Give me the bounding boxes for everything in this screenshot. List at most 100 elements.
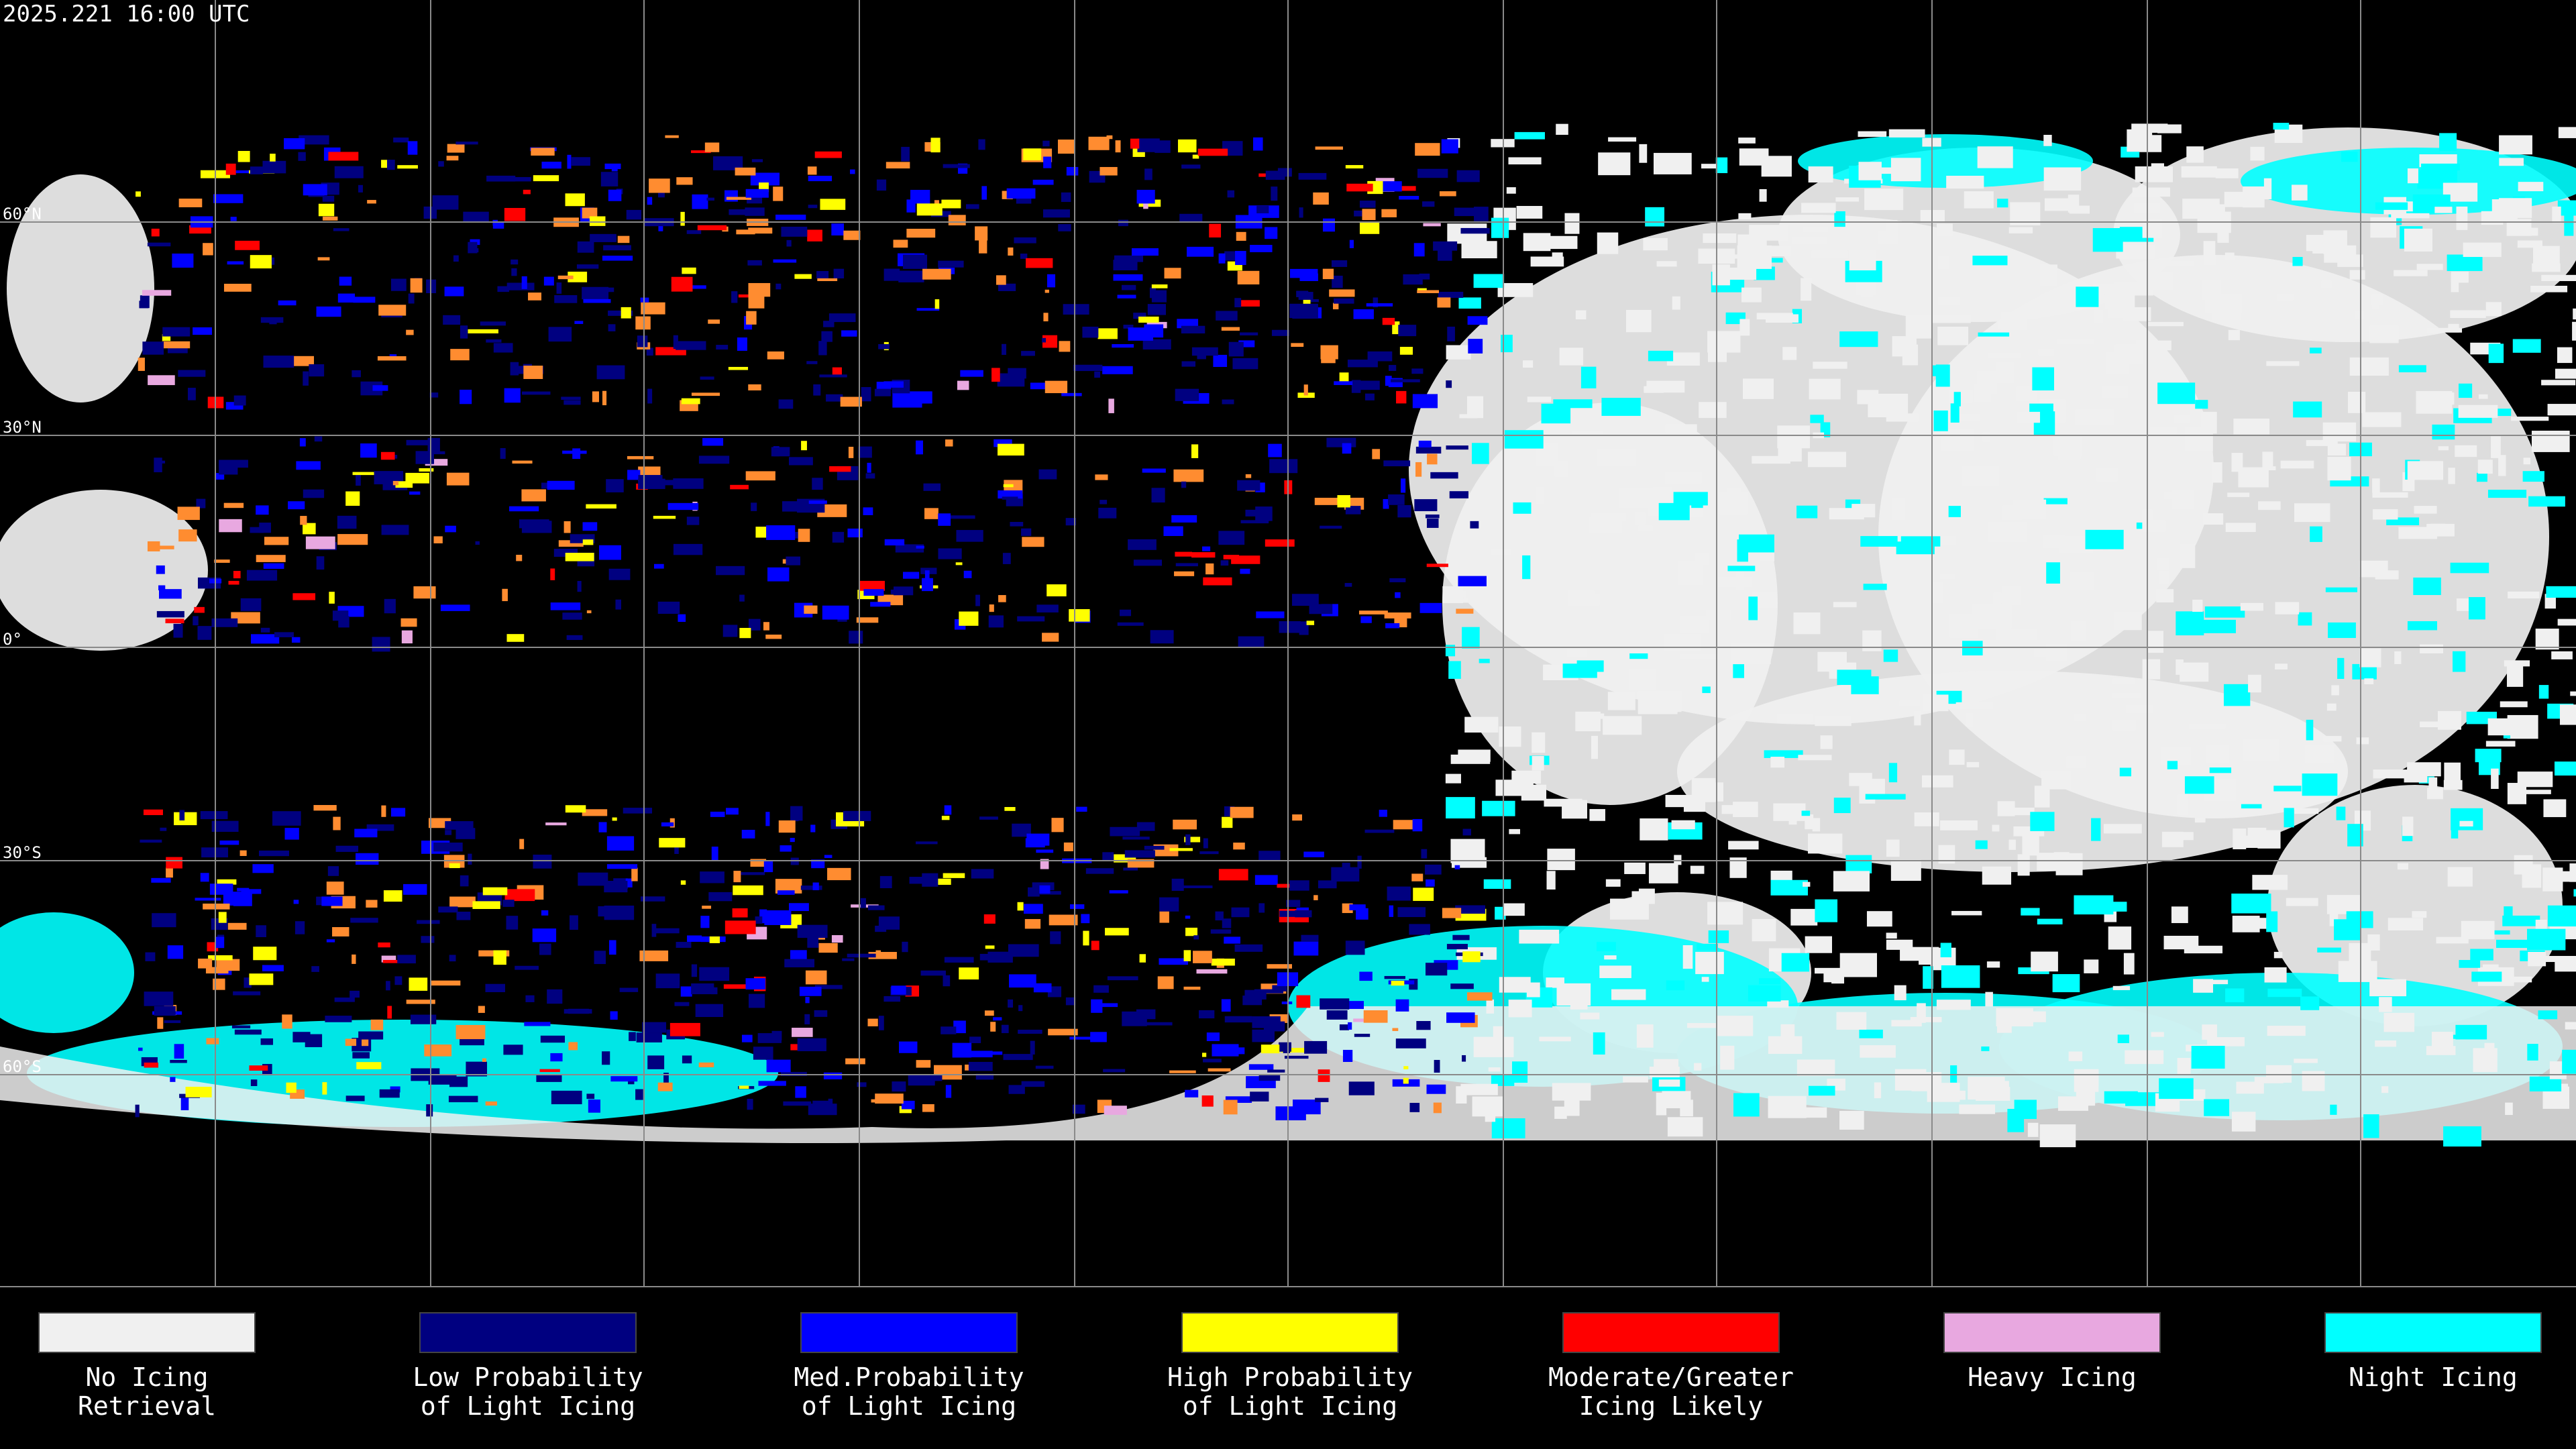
icing-speck (892, 393, 922, 408)
cloud-speck (1938, 297, 1960, 305)
cloud-speck (1845, 855, 1872, 873)
cloud-speck (2043, 167, 2082, 191)
icing-speck (1115, 140, 1121, 153)
icing-speck (1433, 241, 1458, 251)
icing-speck (799, 986, 822, 996)
cloud-speck (1812, 818, 1821, 832)
icing-speck (979, 239, 987, 254)
cloud-speck (1839, 331, 1878, 347)
cloud-speck (2116, 344, 2139, 358)
icing-speck (824, 855, 833, 859)
cloud-speck (2123, 307, 2151, 321)
icing-speck (891, 985, 906, 995)
cloud-speck (1931, 365, 1942, 376)
cloud-speck (2071, 621, 2086, 642)
cloud-speck (1849, 773, 1872, 786)
icing-speck (350, 918, 378, 923)
icing-speck (381, 160, 390, 168)
icing-speck (345, 491, 360, 506)
icing-speck (206, 1038, 219, 1044)
icing-speck (878, 343, 890, 350)
cloud-speck (2514, 668, 2522, 683)
cloud-speck (1900, 947, 1939, 961)
icing-speck (288, 501, 305, 510)
icing-speck (758, 1081, 786, 1086)
cloud-speck (1556, 983, 1591, 1006)
icing-speck (1299, 621, 1309, 635)
icing-speck (586, 504, 616, 509)
icing-speck (547, 989, 563, 1004)
cloud-speck (2125, 1092, 2163, 1106)
cloud-speck (2034, 786, 2050, 808)
icing-speck (1099, 500, 1108, 504)
icing-speck (1401, 478, 1406, 493)
latitude-label: 30°N (3, 418, 42, 437)
icing-speck (716, 345, 729, 350)
cloud-speck (2468, 597, 2485, 620)
icing-speck (1385, 376, 1392, 386)
cloud-speck (2027, 1122, 2039, 1137)
cloud-speck (1941, 965, 1980, 988)
icing-speck (482, 1058, 486, 1062)
cloud-speck (1966, 761, 1980, 767)
cloud-speck (2238, 467, 2269, 488)
icing-speck (606, 836, 635, 851)
icing-speck (299, 438, 306, 447)
icing-speck (906, 229, 936, 238)
icing-speck (659, 838, 686, 848)
cloud-speck (2554, 761, 2576, 776)
icing-speck (405, 472, 429, 484)
icing-speck (1008, 999, 1014, 1008)
cloud-speck (2485, 741, 2516, 747)
icing-speck (1399, 196, 1419, 200)
cloud-speck (1554, 1106, 1567, 1119)
icing-speck (680, 986, 692, 997)
icing-speck (681, 398, 700, 405)
icing-speck (848, 446, 854, 458)
icing-speck (230, 217, 237, 221)
cloud-speck (1949, 749, 1965, 765)
icing-speck (859, 580, 885, 591)
icing-speck (811, 859, 825, 869)
icing-speck (1334, 298, 1354, 304)
timestamp: 2025.221 16:00 UTC (3, 1, 250, 28)
icing-speck (847, 953, 876, 958)
icing-speck (1322, 268, 1334, 280)
icing-speck (831, 935, 843, 943)
icing-speck (401, 630, 413, 644)
icing-speck (1238, 636, 1265, 647)
icing-speck (778, 399, 794, 409)
icing-speck (757, 1033, 782, 1043)
cloud-speck (1690, 865, 1705, 874)
icing-speck (627, 470, 641, 480)
icing-speck (1088, 136, 1110, 150)
cloud-speck (2257, 830, 2281, 849)
cloud-speck (2505, 1102, 2513, 1116)
icing-speck (390, 278, 407, 291)
cloud-speck (2284, 808, 2294, 828)
icing-speck (1425, 864, 1442, 875)
latitude-label: 0° (3, 630, 22, 649)
icing-speck (695, 1004, 724, 1018)
icing-speck (215, 473, 225, 480)
cloud-speck (2147, 321, 2184, 327)
cloud-speck (2570, 691, 2576, 696)
icing-speck (709, 936, 720, 943)
cloud-speck (1933, 410, 1948, 431)
icing-speck (1409, 924, 1430, 935)
icing-speck (698, 1062, 714, 1067)
cloud-speck (2240, 602, 2263, 611)
cloud-speck (1940, 820, 1978, 830)
cloud-speck (2231, 453, 2243, 472)
cloud-speck (1939, 574, 1955, 579)
icing-speck (316, 896, 324, 906)
icing-speck (550, 1053, 563, 1062)
cloud-speck (1986, 961, 2000, 968)
icing-speck (1446, 380, 1452, 388)
icing-speck (1363, 1010, 1388, 1023)
icing-speck (1299, 273, 1318, 281)
icing-speck (138, 1047, 143, 1051)
cloud-speck (1860, 536, 1898, 547)
cloud-speck (2369, 979, 2407, 997)
cloud-speck (2461, 920, 2495, 940)
